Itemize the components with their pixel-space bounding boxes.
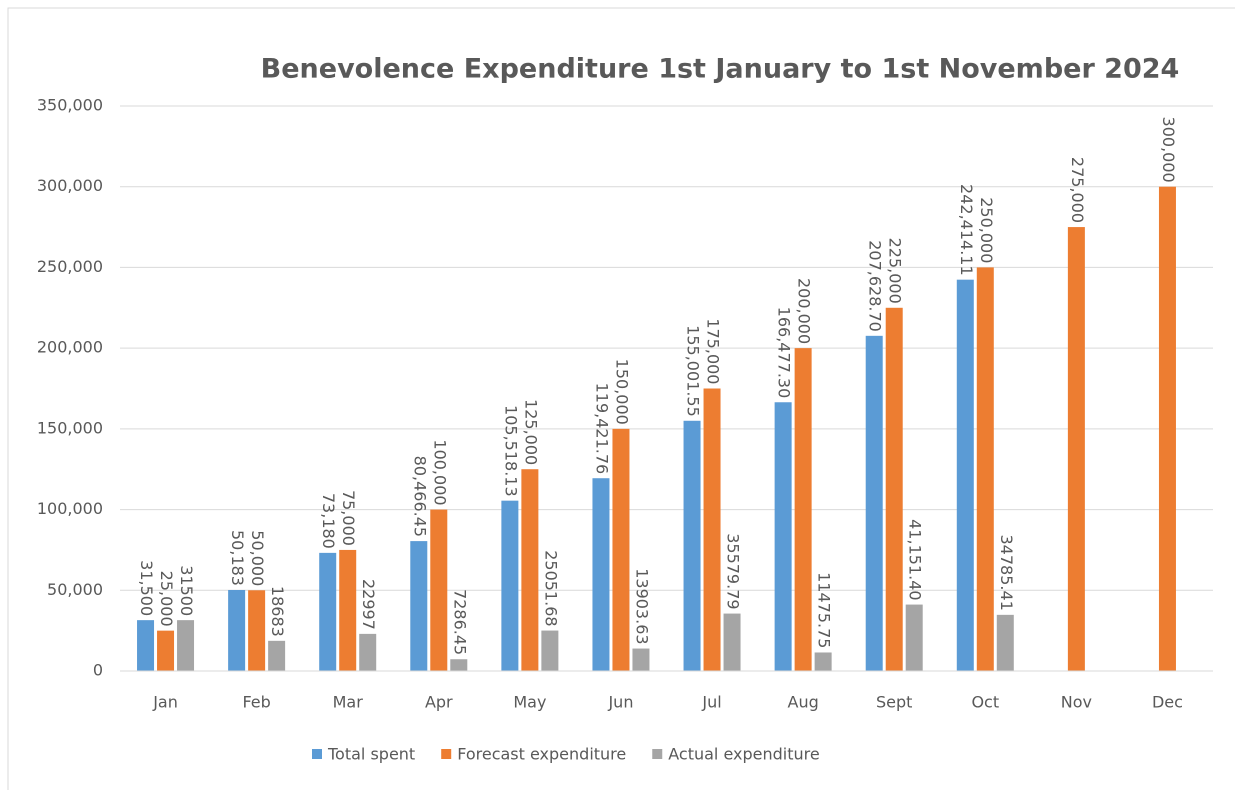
data-label: 80,466.45 bbox=[410, 456, 429, 537]
bar bbox=[521, 469, 539, 671]
bar bbox=[996, 614, 1014, 671]
y-tick-label: 0 bbox=[93, 661, 103, 680]
data-label: 25051.68 bbox=[541, 550, 560, 626]
data-label: 35579.79 bbox=[724, 533, 743, 609]
data-label: 50,000 bbox=[248, 530, 267, 586]
bar bbox=[339, 549, 357, 671]
bar bbox=[592, 478, 610, 671]
x-tick-label: Mar bbox=[333, 693, 364, 712]
y-tick-label: 300,000 bbox=[37, 176, 103, 195]
data-label: 7286.45 bbox=[450, 589, 469, 655]
bar bbox=[359, 633, 377, 671]
y-tick-label: 50,000 bbox=[47, 580, 103, 599]
x-tick-label: Sept bbox=[876, 693, 912, 712]
y-tick-label: 350,000 bbox=[37, 96, 103, 115]
bar bbox=[774, 402, 792, 671]
bar bbox=[1158, 186, 1176, 671]
data-label: 105,518.13 bbox=[501, 405, 520, 497]
bar bbox=[137, 620, 155, 671]
data-label: 175,000 bbox=[704, 318, 723, 384]
bar bbox=[501, 500, 519, 671]
bar bbox=[450, 659, 468, 671]
bar bbox=[683, 420, 701, 671]
data-label: 250,000 bbox=[977, 197, 996, 263]
bar bbox=[1067, 227, 1085, 672]
x-tick-label: Nov bbox=[1061, 693, 1092, 712]
data-label: 31,500 bbox=[137, 560, 156, 616]
x-tick-label: Jul bbox=[701, 693, 721, 712]
data-label: 207,628.70 bbox=[866, 240, 885, 332]
data-label: 13903.63 bbox=[632, 568, 651, 644]
legend-swatch bbox=[441, 749, 452, 759]
bar bbox=[228, 589, 246, 671]
data-label: 119,421.76 bbox=[592, 383, 611, 475]
bar bbox=[430, 509, 448, 671]
x-tick-label: Jun bbox=[607, 693, 633, 712]
data-label: 300,000 bbox=[1159, 117, 1178, 183]
legend-label: Forecast expenditure bbox=[457, 745, 626, 764]
bar bbox=[319, 552, 337, 671]
data-label: 100,000 bbox=[430, 439, 449, 505]
x-tick-label: Feb bbox=[242, 693, 270, 712]
bar bbox=[632, 648, 650, 671]
bar bbox=[268, 640, 286, 671]
data-label: 150,000 bbox=[612, 359, 631, 425]
data-label: 166,477.30 bbox=[775, 307, 794, 399]
bar bbox=[956, 279, 974, 671]
data-label: 73,180 bbox=[319, 493, 338, 549]
data-label: 41,151.40 bbox=[906, 519, 925, 600]
bar bbox=[248, 590, 266, 671]
bar bbox=[703, 388, 721, 671]
legend-label: Total spent bbox=[327, 745, 415, 764]
data-label: 75,000 bbox=[339, 490, 358, 546]
x-tick-label: Apr bbox=[425, 693, 453, 712]
legend-swatch bbox=[652, 749, 663, 759]
bar bbox=[976, 267, 994, 671]
data-label: 50,183 bbox=[228, 530, 247, 586]
bar bbox=[157, 630, 175, 671]
data-label: 225,000 bbox=[886, 238, 905, 304]
x-tick-label: May bbox=[513, 693, 546, 712]
data-label: 31500 bbox=[177, 565, 196, 616]
data-label: 275,000 bbox=[1068, 157, 1087, 223]
x-tick-label: Oct bbox=[971, 693, 999, 712]
bar bbox=[410, 541, 428, 671]
bar bbox=[177, 620, 195, 671]
y-tick-label: 200,000 bbox=[37, 338, 103, 357]
chart-frame bbox=[7, 7, 1235, 790]
data-label: 242,414.11 bbox=[957, 184, 976, 276]
data-label: 125,000 bbox=[521, 399, 540, 465]
data-label: 200,000 bbox=[795, 278, 814, 344]
data-label: 18683 bbox=[268, 586, 287, 637]
bar bbox=[541, 630, 559, 671]
data-label: 34785.41 bbox=[997, 535, 1016, 611]
x-tick-label: Dec bbox=[1152, 693, 1183, 712]
data-label: 25,000 bbox=[157, 571, 176, 627]
bar bbox=[723, 613, 741, 671]
bar bbox=[794, 348, 812, 671]
x-tick-label: Jan bbox=[152, 693, 178, 712]
bar bbox=[885, 307, 903, 671]
y-tick-label: 150,000 bbox=[37, 418, 103, 437]
bar bbox=[814, 652, 832, 671]
y-tick-label: 250,000 bbox=[37, 257, 103, 276]
bar bbox=[865, 335, 883, 671]
data-label: 11475.75 bbox=[815, 572, 834, 648]
x-tick-label: Aug bbox=[788, 693, 819, 712]
chart-title: Benevolence Expenditure 1st January to 1… bbox=[261, 54, 1180, 85]
data-label: 22997 bbox=[359, 579, 378, 630]
data-label: 155,001.55 bbox=[684, 325, 703, 417]
legend-swatch bbox=[312, 749, 322, 759]
legend-label: Actual expenditure bbox=[668, 745, 819, 764]
bar bbox=[905, 604, 923, 671]
y-tick-label: 100,000 bbox=[37, 499, 103, 518]
bar bbox=[612, 428, 630, 671]
